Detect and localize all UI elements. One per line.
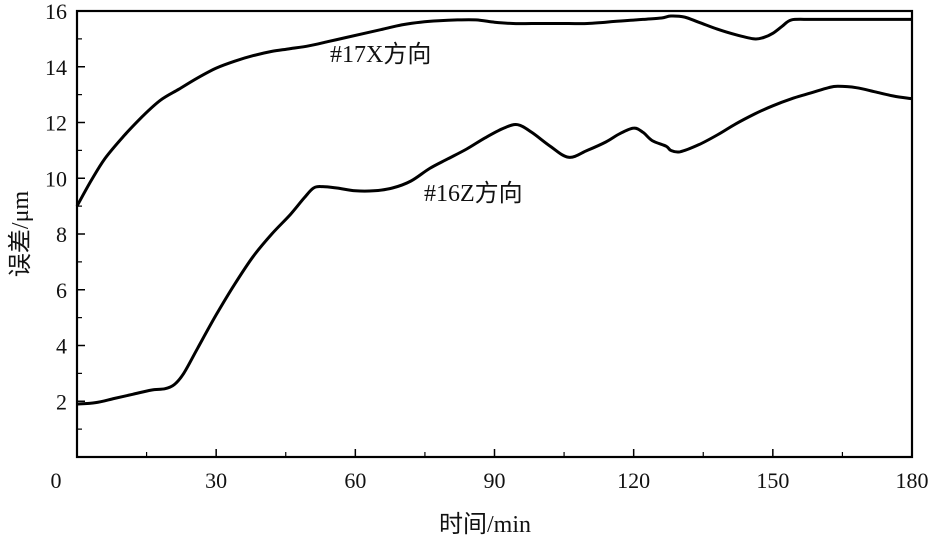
x-axis-ticks: 0306090120150180 (76, 449, 929, 493)
origin-label: 0 (51, 468, 62, 493)
x-tick-label: 60 (344, 468, 366, 493)
annotation-z-direction: #16Z方向 (424, 180, 523, 207)
y-tick-label: 12 (45, 111, 67, 136)
y-tick-label: 6 (56, 278, 67, 303)
y-tick-label: 4 (56, 334, 67, 359)
x-tick-label: 120 (617, 468, 650, 493)
y-tick-label: 14 (45, 55, 67, 80)
x-tick-label: 180 (896, 468, 929, 493)
x-tick-label: 150 (756, 468, 789, 493)
series-line-1 (75, 14, 912, 207)
x-axis-title: 时间/min (439, 511, 531, 538)
x-tick-label: 90 (484, 468, 506, 493)
annotation-x-direction: #17X方向 (330, 41, 431, 68)
y-tick-label: 2 (56, 389, 67, 414)
y-axis-title: 误差/μm (7, 191, 34, 278)
series-line-2 (76, 84, 913, 406)
y-tick-label: 16 (45, 0, 67, 24)
y-axis-ticks: 2 4 6 8 10 12 14 16 0 (45, 0, 85, 493)
series-lines (75, 14, 913, 406)
x-tick-label: 30 (205, 468, 227, 493)
plot-frame (75, 9, 914, 459)
y-tick-label: 8 (56, 222, 67, 247)
y-tick-label: 10 (45, 166, 67, 191)
